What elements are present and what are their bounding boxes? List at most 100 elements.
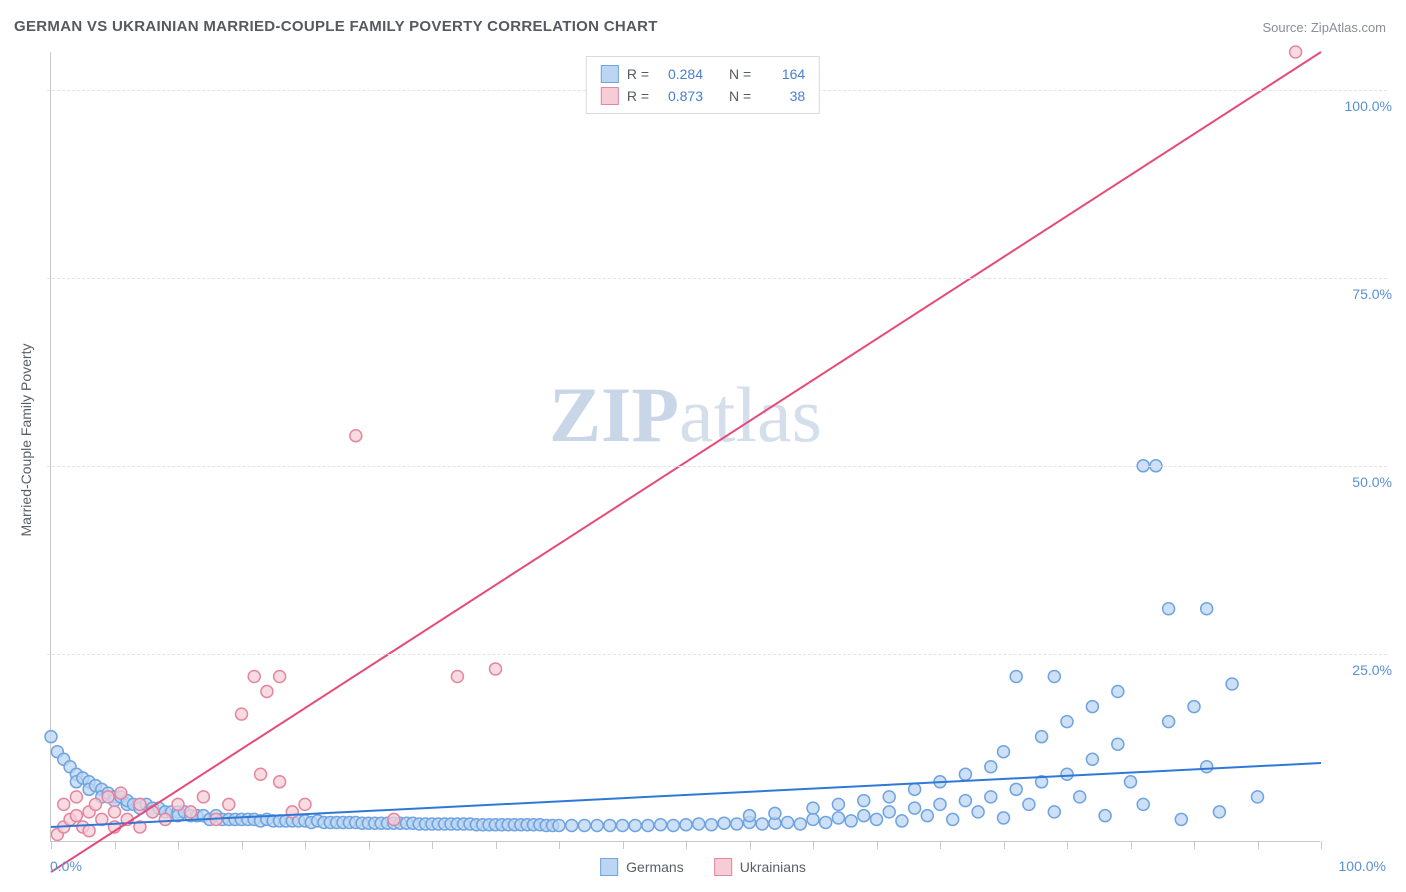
scatter-point bbox=[655, 819, 667, 831]
scatter-point bbox=[274, 670, 286, 682]
scatter-point bbox=[947, 813, 959, 825]
scatter-point bbox=[1086, 753, 1098, 765]
scatter-point bbox=[693, 818, 705, 830]
scatter-point bbox=[1048, 806, 1060, 818]
scatter-point bbox=[255, 768, 267, 780]
x-tick bbox=[1131, 841, 1132, 849]
scatter-point bbox=[807, 813, 819, 825]
legend-swatch bbox=[600, 858, 618, 876]
scatter-point bbox=[972, 806, 984, 818]
scatter-point bbox=[248, 670, 260, 682]
scatter-point bbox=[70, 791, 82, 803]
scatter-point bbox=[959, 768, 971, 780]
scatter-point bbox=[1074, 791, 1086, 803]
scatter-point bbox=[274, 776, 286, 788]
scatter-point bbox=[58, 798, 70, 810]
scatter-point bbox=[1188, 701, 1200, 713]
scatter-point bbox=[1061, 716, 1073, 728]
x-tick bbox=[1194, 841, 1195, 849]
scatter-point bbox=[115, 787, 127, 799]
legend-r-label: R = bbox=[627, 88, 649, 104]
legend-n-value: 38 bbox=[759, 88, 805, 104]
scatter-point bbox=[998, 746, 1010, 758]
scatter-point bbox=[985, 791, 997, 803]
scatter-point bbox=[350, 430, 362, 442]
legend-r-value: 0.873 bbox=[657, 88, 703, 104]
scatter-point bbox=[604, 819, 616, 831]
scatter-point bbox=[1086, 701, 1098, 713]
gridline bbox=[47, 654, 1387, 655]
scatter-point bbox=[896, 815, 908, 827]
scatter-point bbox=[909, 802, 921, 814]
scatter-point bbox=[553, 819, 565, 831]
scatter-point bbox=[629, 819, 641, 831]
legend-r-value: 0.284 bbox=[657, 66, 703, 82]
scatter-point bbox=[934, 798, 946, 810]
scatter-point bbox=[807, 802, 819, 814]
x-tick bbox=[1258, 841, 1259, 849]
scatter-point bbox=[89, 798, 101, 810]
gridline bbox=[47, 466, 1387, 467]
x-tick bbox=[178, 841, 179, 849]
scatter-point bbox=[1213, 806, 1225, 818]
x-tick bbox=[369, 841, 370, 849]
scatter-point bbox=[1099, 810, 1111, 822]
scatter-point bbox=[845, 815, 857, 827]
scatter-point bbox=[134, 798, 146, 810]
scatter-point bbox=[185, 806, 197, 818]
x-tick bbox=[813, 841, 814, 849]
legend-n-label: N = bbox=[729, 88, 751, 104]
scatter-point bbox=[1163, 603, 1175, 615]
scatter-point bbox=[1252, 791, 1264, 803]
scatter-point bbox=[832, 798, 844, 810]
y-tick-label: 100.0% bbox=[1345, 98, 1392, 114]
scatter-point bbox=[147, 806, 159, 818]
x-tick bbox=[686, 841, 687, 849]
scatter-point bbox=[921, 810, 933, 822]
scatter-point bbox=[102, 791, 114, 803]
scatter-point bbox=[1112, 738, 1124, 750]
scatter-point bbox=[1201, 761, 1213, 773]
legend-row: R = 0.873 N = 38 bbox=[601, 85, 805, 107]
scatter-point bbox=[1023, 798, 1035, 810]
x-tick bbox=[242, 841, 243, 849]
scatter-point bbox=[197, 791, 209, 803]
legend-swatch bbox=[714, 858, 732, 876]
scatter-point bbox=[617, 819, 629, 831]
scatter-point bbox=[744, 810, 756, 822]
scatter-point bbox=[1112, 686, 1124, 698]
scatter-point bbox=[769, 807, 781, 819]
chart-title: GERMAN VS UKRAINIAN MARRIED-COUPLE FAMIL… bbox=[14, 18, 658, 35]
scatter-point bbox=[1226, 678, 1238, 690]
x-tick bbox=[1067, 841, 1068, 849]
source-label: Source: ZipAtlas.com bbox=[1262, 20, 1386, 35]
x-tick bbox=[1321, 841, 1322, 849]
scatter-point bbox=[172, 798, 184, 810]
scatter-point bbox=[109, 806, 121, 818]
trend-line bbox=[51, 52, 1321, 872]
scatter-point bbox=[667, 819, 679, 831]
scatter-point bbox=[1048, 670, 1060, 682]
legend-item: Ukrainians bbox=[714, 858, 806, 876]
scatter-point bbox=[794, 818, 806, 830]
legend-swatch bbox=[601, 87, 619, 105]
scatter-point bbox=[566, 819, 578, 831]
scatter-point bbox=[832, 812, 844, 824]
legend-label: Ukrainians bbox=[740, 859, 806, 875]
x-axis-max-label: 100.0% bbox=[1339, 858, 1386, 874]
x-tick bbox=[877, 841, 878, 849]
scatter-point bbox=[731, 818, 743, 830]
x-tick bbox=[432, 841, 433, 849]
x-tick bbox=[496, 841, 497, 849]
legend-row: R =0.284N =164 bbox=[601, 63, 805, 85]
legend-n-value: 164 bbox=[759, 66, 805, 82]
scatter-point bbox=[858, 795, 870, 807]
y-axis-label: Married-Couple Family Poverty bbox=[18, 344, 34, 537]
series-legend: Germans Ukrainians bbox=[600, 858, 806, 876]
y-tick-label: 50.0% bbox=[1352, 474, 1392, 490]
legend-r-label: R = bbox=[627, 66, 649, 82]
scatter-point bbox=[578, 819, 590, 831]
scatter-point bbox=[388, 813, 400, 825]
legend-label: Germans bbox=[626, 859, 684, 875]
x-tick bbox=[623, 841, 624, 849]
